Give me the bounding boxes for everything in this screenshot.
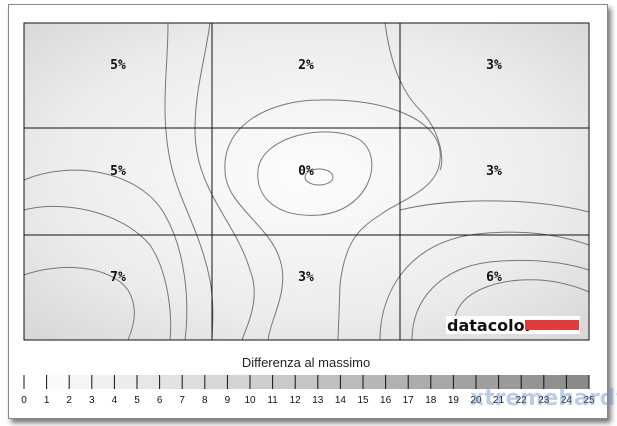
colorbar-tick-label: 24 [561, 395, 573, 406]
colorbar-tick-label: 10 [244, 395, 256, 406]
colorbar-segment [137, 375, 161, 389]
colorbar-segment [227, 375, 251, 389]
cell-value: 3% [486, 164, 502, 179]
datacolor-logo: datacolor [446, 316, 580, 335]
cell-value: 3% [298, 270, 314, 285]
colorbar-tick-label: 19 [448, 395, 460, 406]
colorbar-tick-label: 23 [538, 395, 550, 406]
colorbar-tick-label: 3 [89, 395, 95, 406]
colorbar-tick-label: 8 [202, 395, 208, 406]
contour-line [23, 169, 188, 341]
colorbar-segment [521, 375, 545, 389]
colorbar-segment [317, 375, 341, 389]
colorbar-segment [91, 375, 115, 389]
colorbar-tick-label: 11 [267, 395, 278, 406]
watermark: xtremehardware.com [470, 386, 617, 411]
colorbar-tick-label: 9 [225, 395, 231, 406]
colorbar-tick-label: 17 [403, 395, 415, 406]
cell-value: 5% [110, 58, 126, 73]
cell-value: 6% [486, 270, 502, 285]
colorbar-segment [408, 375, 432, 389]
colorbar-tick-label: 22 [516, 395, 528, 406]
colorbar-segment [543, 375, 567, 389]
colorbar: 0 1 2 3 4 5 6 7 8 9 10 11 12 13 14 15 16 17 18 19 20 21 22 23 24… [21, 375, 595, 406]
colorbar-segment [204, 375, 228, 389]
cell-value: 3% [486, 58, 502, 73]
cell-value: 2% [298, 58, 314, 73]
contour-line [23, 205, 172, 341]
colorbar-title: Differenza al massimo [242, 355, 370, 370]
colorbar-tick-label: 14 [335, 395, 347, 406]
colorbar-segment [430, 375, 454, 389]
contour-line [384, 22, 443, 171]
contours [23, 22, 590, 341]
colorbar-tick-label: 25 [583, 395, 595, 406]
grid-lines [23, 22, 590, 341]
plot-area [24, 23, 589, 340]
colorbar-tick-label: 15 [357, 395, 369, 406]
colorbar-segment [453, 375, 477, 389]
colorbar-segment [476, 375, 500, 389]
colorbar-segment [566, 375, 590, 389]
contour-line [411, 259, 590, 341]
colorbar-tick-label: 0 [21, 395, 27, 406]
colorbar-tick-label: 18 [425, 395, 437, 406]
colorbar-tick-label: 16 [380, 395, 392, 406]
colorbar-tick-label: 5 [134, 395, 140, 406]
contour-line [399, 200, 590, 213]
colorbar-segment [385, 375, 409, 389]
colorbar-segment [340, 375, 364, 389]
colorbar-segment [498, 375, 522, 389]
colorbar-segment [363, 375, 387, 389]
colorbar-segment [46, 375, 70, 389]
contour-line [257, 131, 373, 216]
colorbar-tick-label: 12 [290, 395, 302, 406]
colorbar-tick-label: 4 [112, 395, 118, 406]
colorbar-tick-label: 7 [179, 395, 185, 406]
contour-line [224, 99, 441, 341]
colorbar-tick-label: 1 [44, 395, 50, 406]
colorbar-segment [295, 375, 319, 389]
colorbar-segment [182, 375, 206, 389]
cell-value: 0% [298, 164, 314, 179]
colorbar-segment [69, 375, 93, 389]
cell-value: 5% [110, 164, 126, 179]
colorbar-segment [24, 375, 48, 389]
contour-line [164, 22, 214, 341]
contour-line [454, 279, 590, 319]
colorbar-tick-label: 6 [157, 395, 163, 406]
colorbar-tick-label: 2 [66, 395, 72, 406]
colorbar-tick-label: 13 [312, 395, 324, 406]
svg-text:datacolor: datacolor [447, 316, 533, 335]
colorbar-segment [272, 375, 296, 389]
colorbar-segment [250, 375, 274, 389]
colorbar-tick-label: 20 [470, 395, 482, 406]
colorbar-segment [114, 375, 138, 389]
contour-line [304, 168, 334, 186]
colorbar-tick-label: 21 [493, 395, 505, 406]
colorbar-segment [159, 375, 183, 389]
cell-value: 7% [110, 270, 126, 285]
contour-line [23, 266, 135, 341]
